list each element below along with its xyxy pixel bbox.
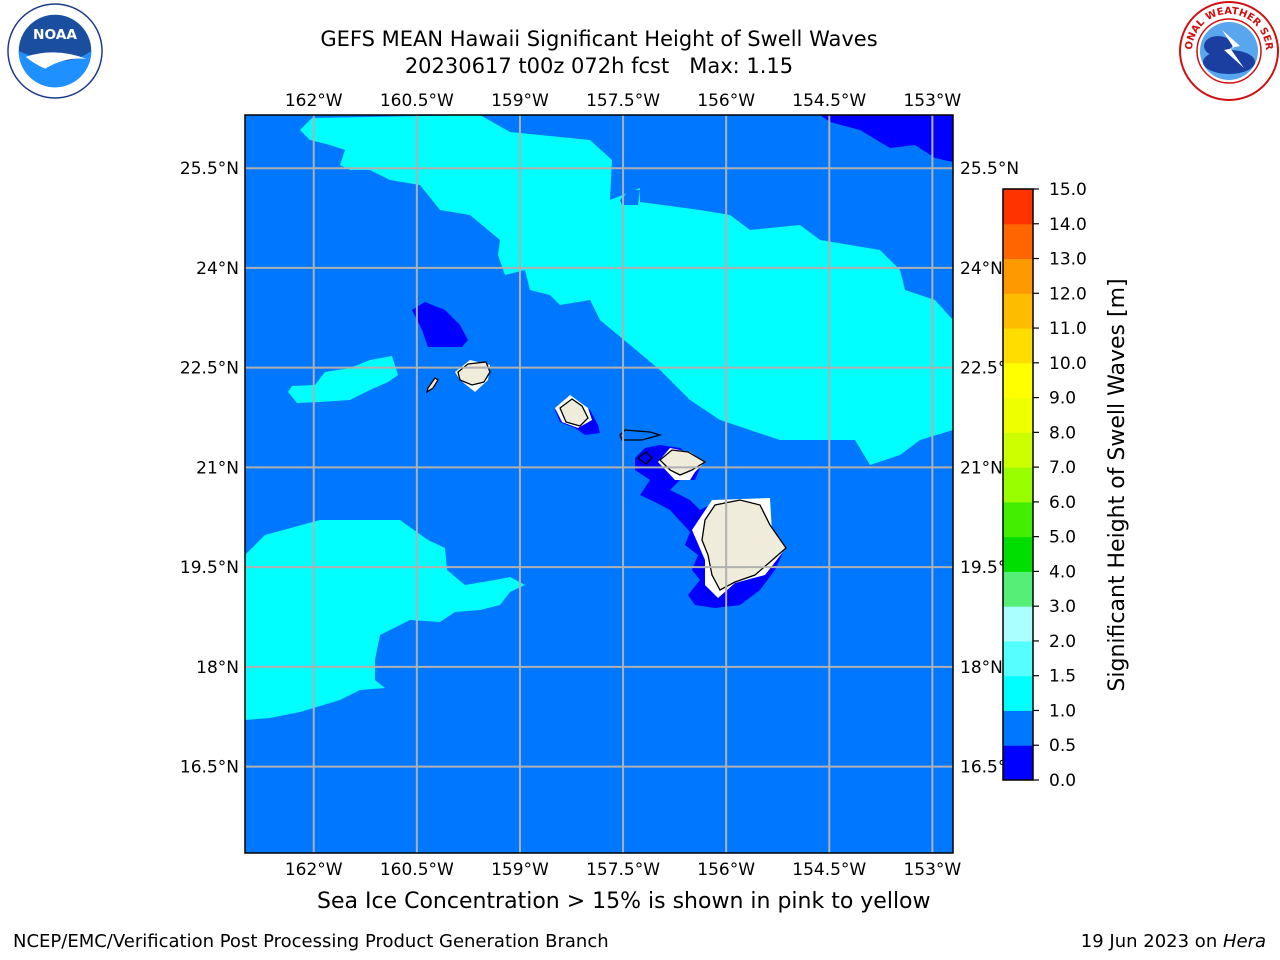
lon-tick-label-top: 160.5°W — [380, 91, 454, 111]
colorbar-segment — [1003, 362, 1033, 399]
colorbar-tick-label: 11.0 — [1049, 319, 1087, 339]
lon-tick-label-bottom: 153°W — [903, 860, 961, 880]
lon-tick-label-top: 157.5°W — [586, 91, 660, 111]
land-lanai — [636, 451, 653, 465]
land-oahu — [559, 398, 589, 427]
lon-tick-label-top: 154.5°W — [792, 91, 866, 111]
colorbar-segment — [1003, 258, 1033, 294]
lat-tick-label-left: 19.5°N — [180, 558, 239, 578]
colorbar-tick-label: 2.0 — [1049, 632, 1076, 652]
colorbar-segment — [1003, 432, 1033, 468]
colorbar-tick-label: 3.0 — [1049, 597, 1076, 617]
colorbar-label: Significant Height of Swell Waves [m] — [1105, 278, 1130, 691]
lat-tick-label-right: 24°N — [960, 259, 1003, 279]
lon-tick-label-bottom: 156°W — [697, 860, 755, 880]
colorbar-segment — [1003, 571, 1033, 607]
colorbar-segment — [1003, 467, 1033, 503]
map-frame — [244, 114, 954, 854]
lon-tick-label-bottom: 157.5°W — [586, 860, 660, 880]
colorbar-segment — [1003, 536, 1033, 572]
land-niihau — [425, 377, 439, 394]
colorbar-segment — [1003, 745, 1033, 781]
colorbar-segment — [1003, 710, 1033, 746]
colorbar-segment — [1003, 675, 1033, 711]
lat-tick-label-left: 22.5°N — [180, 359, 239, 379]
colorbar-tick-label: 13.0 — [1049, 250, 1087, 270]
map-gridlines — [245, 115, 953, 853]
lon-tick-label-top: 162°W — [285, 91, 343, 111]
colorbar-tick-label: 14.0 — [1049, 215, 1087, 235]
colorbar-segment — [1003, 189, 1033, 225]
swell-band-0-0-5-niihau-north — [412, 302, 468, 347]
lat-tick-label-left: 25.5°N — [180, 159, 239, 179]
lat-tick-label-right: 25.5°N — [960, 159, 1019, 179]
lat-tick-label-right: 18°N — [960, 658, 1003, 678]
land-molokai — [619, 429, 663, 441]
lat-tick-label-left: 18°N — [196, 658, 239, 678]
swell-band-1-0-1-5-northeast — [300, 115, 953, 465]
lon-tick-label-bottom: 160.5°W — [380, 860, 454, 880]
lat-tick-label-left: 21°N — [196, 458, 239, 478]
chart-subtitle-forecast: 20230617 t00z 072h fcst Max: 1.15 — [404, 54, 794, 78]
swell-band-1-0-1-5-southwest — [245, 520, 525, 720]
colorbar-tick-label: 15.0 — [1049, 180, 1087, 200]
colorbar-tick-label: 0.0 — [1049, 771, 1076, 791]
lon-tick-label-top: 153°W — [903, 91, 961, 111]
lon-tick-label-top: 156°W — [697, 91, 755, 111]
lon-tick-label-bottom: 162°W — [285, 860, 343, 880]
colorbar-tick-label: 10.0 — [1049, 354, 1087, 374]
lat-tick-label-right: 21°N — [960, 458, 1003, 478]
colorbar-tick-label: 0.5 — [1049, 736, 1076, 756]
footer-date: 19 Jun 2023 on Hera — [1081, 931, 1266, 952]
colorbar-tick-label: 8.0 — [1049, 423, 1076, 443]
colorbar-frame — [1002, 188, 1034, 781]
colorbar-segment — [1003, 328, 1033, 364]
chart-title: GEFS MEAN Hawaii Significant Height of S… — [320, 27, 878, 51]
colorbar-tick-label: 4.0 — [1049, 562, 1076, 582]
colorbar-tick-label: 6.0 — [1049, 493, 1076, 513]
swell-contour-field — [245, 115, 953, 853]
colorbar-tick-label: 5.0 — [1049, 528, 1076, 548]
lon-tick-label-bottom: 159°W — [491, 860, 549, 880]
colorbar-tick-label: 1.5 — [1049, 667, 1076, 687]
colorbar-segment — [1003, 606, 1033, 642]
noaa-logo-icon: NOAA — [7, 3, 103, 99]
lat-tick-label-left: 24°N — [196, 259, 239, 279]
colorbar-segment — [1003, 640, 1033, 677]
colorbar-segment — [1003, 397, 1033, 433]
colorbar: 0.0 0.5 1.0 1.5 2.0 3.0 4.0 5.0 6.0 7.0 8.0 9.0 10.0… — [1002, 180, 1087, 791]
colorbar-segment — [1003, 501, 1033, 538]
colorbar-segment — [1003, 293, 1033, 329]
footer-date-text: 19 Jun 2023 on — [1080, 931, 1223, 952]
footer-host: Hera — [1222, 931, 1266, 952]
land-maui — [659, 449, 707, 476]
sea-ice-note: Sea Ice Concentration > 15% is shown in … — [317, 889, 931, 914]
nws-logo-icon: NATIONAL WEATHER SERVICE — [1178, 0, 1279, 101]
footer-credit: NCEP/EMC/Verification Post Processing Pr… — [13, 931, 609, 952]
colorbar-tick-label: 9.0 — [1049, 389, 1076, 409]
lat-tick-label-left: 16.5°N — [180, 758, 239, 778]
swell-hole-northeast — [620, 190, 640, 205]
svg-text:NOAA: NOAA — [33, 27, 77, 43]
colorbar-segment — [1003, 223, 1033, 260]
lon-tick-label-top: 159°W — [491, 91, 549, 111]
swell-band-0-0-5-northeast — [820, 115, 953, 162]
lon-tick-label-bottom: 154.5°W — [792, 860, 866, 880]
colorbar-tick-label: 1.0 — [1049, 701, 1076, 721]
colorbar-tick-label: 7.0 — [1049, 458, 1076, 478]
colorbar-tick-label: 12.0 — [1049, 284, 1087, 304]
